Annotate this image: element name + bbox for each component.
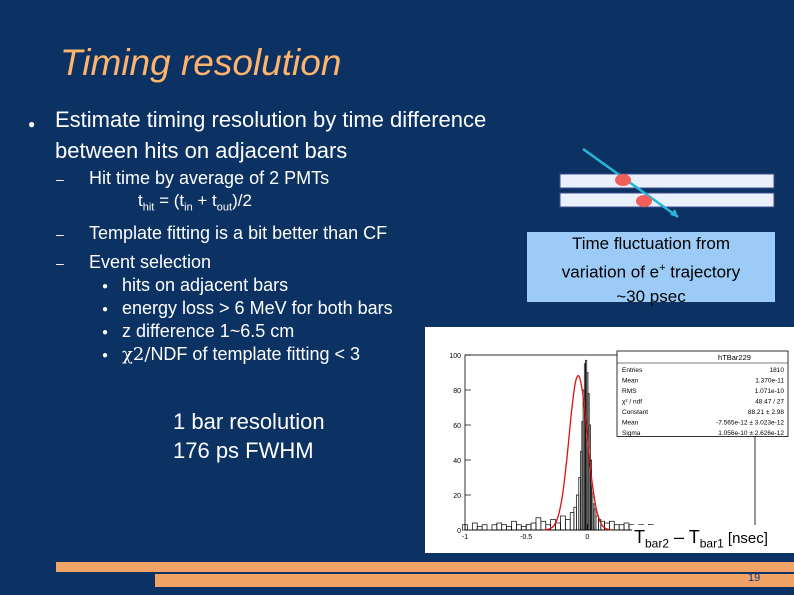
footer-stripe: [56, 562, 794, 572]
y-tick-label: 100: [449, 353, 461, 360]
x-tick-label: -0.5: [520, 534, 532, 541]
axis-mid: – T: [669, 527, 700, 547]
page-number: 19: [748, 572, 761, 584]
fluctuation-note: Time fluctuation from variation of e+ tr…: [527, 232, 775, 306]
criterion-z: z difference 1~6.5 cm: [122, 321, 295, 341]
slide-title: Timing resolution: [60, 42, 342, 83]
stats-label: χ² / ndf: [622, 399, 642, 406]
criterion-energy: energy loss > 6 MeV for both bars: [122, 298, 393, 318]
main-bullet-text: Estimate timing resolution by time diffe…: [55, 107, 487, 163]
fluctuation-line2: variation of e+ trajectory: [527, 256, 775, 285]
stats-box-title: hTBar229: [718, 353, 751, 362]
formula-sub-hit: hit: [142, 201, 155, 214]
formula-eq: = (t: [154, 191, 185, 210]
axis-s1: bar2: [645, 536, 670, 551]
scintillator-bar-bottom: [559, 192, 775, 208]
timing-histogram: 020406080100-1-0.500.5hTBar229Entries181…: [449, 350, 789, 541]
y-tick-label: 80: [453, 388, 461, 395]
stats-value: 88.21 ± 2.98: [748, 409, 784, 416]
x-axis-title: Tbar2 – Tbar1 [nsec]: [632, 525, 774, 553]
hit-spot-top: [615, 174, 631, 186]
histogram-bar: [481, 524, 488, 531]
y-tick-label: 60: [453, 423, 461, 430]
chi-symbol: χ2/: [122, 344, 151, 365]
histogram-panel: 020406080100-1-0.500.5hTBar229Entries181…: [425, 327, 794, 553]
resolution-line2: 176 ps FWHM: [173, 438, 314, 463]
hit-time-formula: thit = (tin + tout)/2: [138, 191, 252, 213]
bullet-icon: ●: [102, 304, 109, 315]
axis-s2: bar1: [699, 536, 724, 551]
stats-label: Sigma: [622, 430, 641, 437]
stats-value: 1.056e-10 ± 2.626e-12: [718, 430, 784, 437]
stats-label: Mean: [622, 420, 639, 427]
resolution-text: 1 bar resolution 176 ps FWHM: [173, 407, 325, 465]
stats-label: Entries: [622, 367, 643, 374]
sub-item-event-selection: Event selection: [89, 252, 212, 272]
hit-spot-bottom: [636, 195, 652, 207]
stats-label: Constant: [622, 409, 648, 416]
sub-item-hit-time: Hit time by average of 2 PMTs: [89, 168, 330, 188]
dash-bullet-icon: –: [56, 255, 64, 271]
bullet-icon: ●: [102, 350, 109, 361]
formula-plus: + t: [192, 191, 217, 210]
y-tick-label: 0: [457, 528, 461, 535]
formula-t: t: [138, 191, 143, 210]
formula-sub-in: in: [184, 201, 193, 214]
dash-bullet-icon: –: [56, 226, 64, 242]
stats-label: Mean: [622, 378, 639, 385]
criterion-adjacent: hits on adjacent bars: [122, 275, 289, 295]
criterion-chi2-text: NDF of template fitting < 3: [150, 344, 361, 364]
bullet-icon: ●: [102, 327, 109, 338]
stats-value: -7.565e-12 ± 3.023e-12: [716, 420, 784, 427]
stats-box: [616, 350, 789, 437]
stats-label: RMS: [622, 388, 637, 395]
bullet-icon: ●: [28, 117, 36, 131]
formula-close: )/2: [232, 191, 252, 210]
criterion-chi2: χ2/NDF of template fitting < 3: [122, 344, 360, 365]
fluctuation-line1: Time fluctuation from: [571, 234, 731, 253]
footer-bar: [155, 574, 794, 587]
stats-value: 1.071e-10: [755, 388, 785, 395]
sub-item-template: Template fitting is a bit better than CF: [89, 223, 388, 243]
bar-hit-diagram: [559, 147, 775, 219]
dash-bullet-icon: –: [56, 171, 64, 187]
y-tick-label: 20: [453, 493, 461, 500]
resolution-line1: 1 bar resolution: [173, 409, 325, 434]
fluct-l2-pre: variation of e: [561, 262, 660, 282]
scintillator-bar-top: [559, 173, 775, 189]
particle-track: [582, 147, 679, 219]
stats-value: 1810: [770, 367, 785, 374]
bullet-icon: ●: [102, 281, 109, 292]
stats-value: 48.47 / 27: [755, 399, 784, 406]
axis-t1: T: [634, 527, 645, 547]
fluct-l2-sup: +: [659, 262, 666, 274]
fluct-l2-post: trajectory: [665, 262, 741, 282]
fluctuation-line3: ~30 psec: [616, 286, 686, 306]
stats-value: 1.370e-11: [755, 378, 784, 385]
formula-sub-out: out: [216, 201, 233, 214]
axis-unit: [nsec]: [723, 530, 768, 547]
x-tick-label: 0: [585, 534, 589, 541]
y-tick-label: 40: [453, 458, 461, 465]
histogram-bar: [462, 524, 468, 531]
track-arrow-icon: [670, 209, 678, 217]
x-tick-label: -1: [462, 534, 468, 541]
fit-curve: [544, 374, 612, 531]
